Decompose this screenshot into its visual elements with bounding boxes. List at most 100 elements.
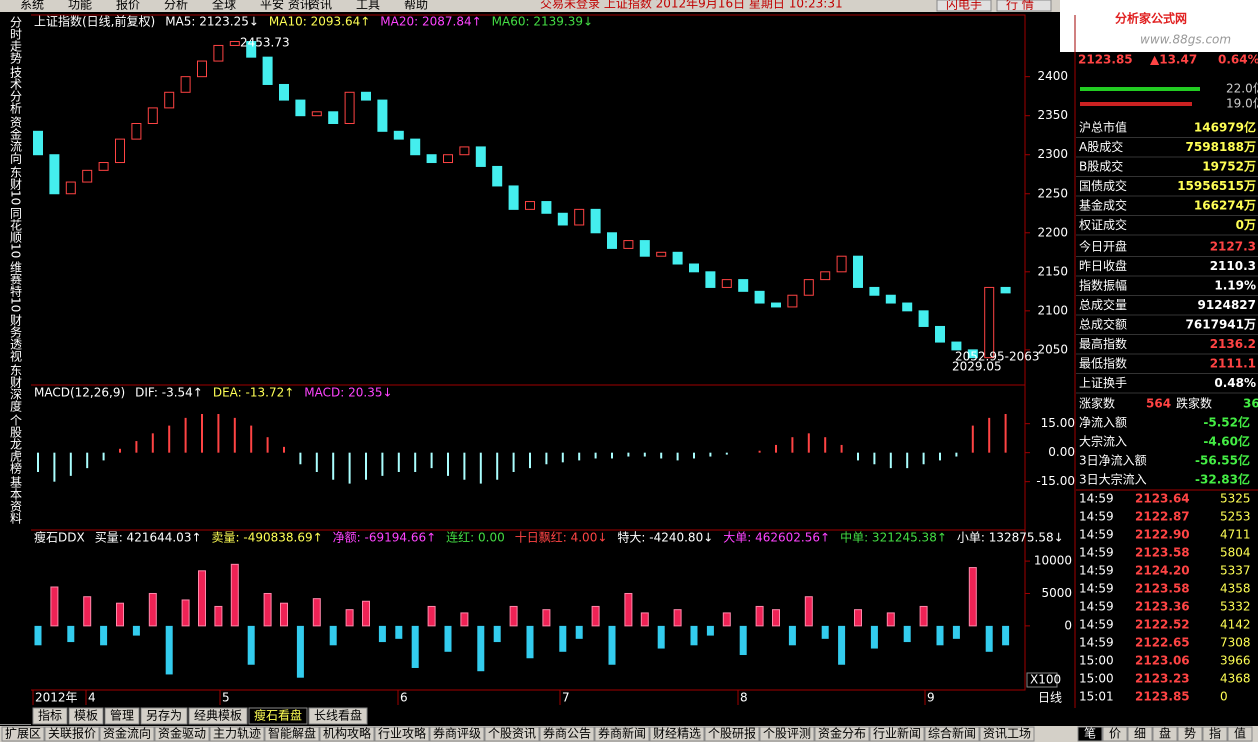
stat-label: 国债成交 xyxy=(1079,178,1127,193)
side-tab[interactable]: 同花顺10 xyxy=(8,207,23,259)
candle xyxy=(508,185,519,210)
pane-frame xyxy=(29,384,1026,531)
bottom-tab[interactable] xyxy=(759,726,815,742)
tick-volume: 5804 xyxy=(1220,546,1251,560)
panel-tab[interactable] xyxy=(1127,726,1153,742)
bottom-tab[interactable] xyxy=(869,726,925,742)
ddx-bar xyxy=(509,605,518,627)
pane-header: MA60: 2139.39↓ xyxy=(492,15,593,29)
bottom-tab[interactable] xyxy=(209,726,265,742)
candle xyxy=(639,240,650,257)
side-tab[interactable]: 财务透视 xyxy=(8,313,23,362)
bottom-tab[interactable] xyxy=(154,726,210,742)
side-tab[interactable]: 资金流向 xyxy=(8,116,23,164)
tick-price: 2124.20 xyxy=(1135,564,1190,578)
tick-time: 14:59 xyxy=(1079,510,1114,524)
ddx-bar xyxy=(624,592,633,627)
pane-header: 卖量: -490838.69↑ xyxy=(212,531,323,545)
ddx-bar xyxy=(690,625,698,646)
panel-tab[interactable] xyxy=(1102,726,1128,742)
tick-volume: 3966 xyxy=(1220,654,1251,668)
date-label: 8 xyxy=(740,691,748,705)
candle xyxy=(869,286,880,296)
bottom-tab-label: 财经精选 xyxy=(653,727,701,741)
y-tick-label: 2400 xyxy=(1037,69,1068,83)
side-tab[interactable]: 东财深度 xyxy=(8,363,23,412)
bottom-tab[interactable] xyxy=(979,726,1035,742)
candle xyxy=(279,83,289,101)
panel-tab-label: 细 xyxy=(1134,727,1146,741)
bottom-tab[interactable] xyxy=(924,726,980,742)
bottom-tab[interactable] xyxy=(374,726,430,742)
ddx-bar xyxy=(247,625,255,665)
bottom-tab[interactable] xyxy=(539,726,595,742)
top-button[interactable] xyxy=(996,0,1052,12)
ddx-bar xyxy=(804,596,813,627)
side-tab[interactable]: 技术分析 xyxy=(8,66,23,114)
stat-label: 昨日收盘 xyxy=(1079,258,1127,273)
bottom-tab[interactable] xyxy=(484,726,540,742)
side-tab[interactable]: 维赛特10 xyxy=(8,260,23,312)
candle xyxy=(311,111,322,117)
panel-tab-label: 势 xyxy=(1184,727,1196,741)
template-tab[interactable] xyxy=(32,707,68,725)
breadth: 跌家数 xyxy=(1176,396,1212,411)
bottom-tab[interactable] xyxy=(814,726,870,742)
template-tab[interactable] xyxy=(68,707,104,725)
template-tab[interactable] xyxy=(248,707,308,725)
pane-header: MACD: 20.35↓ xyxy=(304,386,392,400)
menu-item: 报价 xyxy=(116,0,140,12)
panel-tab[interactable] xyxy=(1077,726,1103,742)
panel-tab[interactable] xyxy=(1227,726,1253,742)
logo-url: www.88gs.com xyxy=(1140,33,1231,47)
side-tabs: 分时走势技术分析资金流向东财10 同花顺10 维赛特10 财务透视 东财深度 个股龙虎榜基… xyxy=(0,14,31,725)
bottom-tab-label: 智能解盘 xyxy=(268,726,316,741)
bottom-tab[interactable] xyxy=(704,726,760,742)
side-tab[interactable]: 东财10 xyxy=(8,166,23,206)
ddx-bar xyxy=(493,625,501,643)
ddx-bar xyxy=(181,599,190,627)
template-tab-label: 管理 xyxy=(110,708,134,723)
tick-volume: 4711 xyxy=(1220,528,1251,542)
panel-tab[interactable] xyxy=(1202,726,1228,742)
bottom-tab[interactable] xyxy=(594,726,650,742)
panel-tab[interactable] xyxy=(1152,726,1178,742)
y-tick-label: 0 xyxy=(1064,618,1072,632)
y-tick-label: 2200 xyxy=(1037,225,1068,239)
menu-item: 分析 xyxy=(164,0,188,12)
bottom-tab[interactable] xyxy=(649,726,705,742)
date-label: 2012年 xyxy=(35,691,78,705)
template-tab[interactable] xyxy=(308,707,368,725)
candle xyxy=(82,169,93,183)
ddx-bar xyxy=(280,602,288,627)
bottom-tab[interactable] xyxy=(264,726,320,742)
template-tab[interactable] xyxy=(140,707,188,725)
top-button[interactable] xyxy=(936,0,992,12)
bottom-tab[interactable] xyxy=(1,726,45,742)
template-tab-label: 另存为 xyxy=(146,709,182,723)
template-tab[interactable] xyxy=(188,707,248,725)
bottom-tab[interactable] xyxy=(99,726,155,742)
panel-tab[interactable] xyxy=(1177,726,1203,742)
tick-time: 14:59 xyxy=(1079,618,1114,632)
stat-label: 沪总市值 xyxy=(1079,120,1127,135)
bottom-tab-label: 个股研报 xyxy=(708,726,756,741)
bottom-tab[interactable] xyxy=(319,726,375,742)
ddx-bar xyxy=(821,625,829,639)
stat-label: A股成交 xyxy=(1079,139,1123,154)
bottom-tab-label: 机构攻略 xyxy=(323,726,371,741)
ddx-bar xyxy=(444,625,452,652)
bottom-tab[interactable] xyxy=(429,726,485,742)
ddx-bar xyxy=(165,625,173,675)
candle xyxy=(147,107,158,125)
candle xyxy=(213,44,224,62)
side-tab[interactable]: 基本资料 xyxy=(8,475,23,524)
template-tab[interactable] xyxy=(104,707,140,725)
ddx-bar xyxy=(559,625,567,652)
candle xyxy=(246,41,257,58)
bottom-tab[interactable] xyxy=(44,726,100,742)
logo-title: 分析家公式网 xyxy=(1115,11,1187,26)
ddx-bar xyxy=(854,609,862,627)
side-tab[interactable]: 分时走势 xyxy=(8,16,23,64)
side-tab[interactable]: 个股龙虎榜 xyxy=(8,413,23,474)
